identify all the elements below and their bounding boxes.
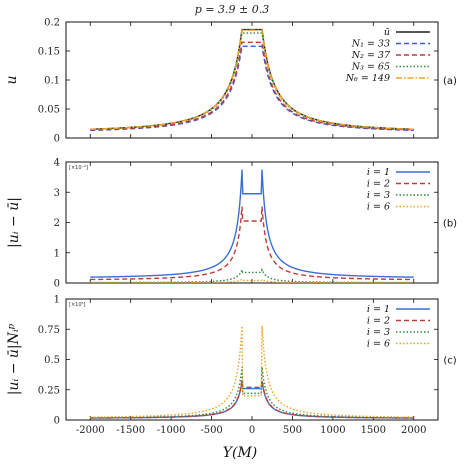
x-tick-label: -500 bbox=[200, 425, 222, 436]
legend-label: i = 2 bbox=[367, 316, 390, 327]
figure-title: p = 3.9 ± 0.3 bbox=[195, 3, 269, 16]
y-tick-label: 0.5 bbox=[44, 355, 60, 366]
series-line-4 bbox=[90, 32, 414, 131]
panel-tag: (a) bbox=[443, 76, 457, 87]
y-tick-label: 0.75 bbox=[38, 325, 60, 336]
y-tick-label: 0.1 bbox=[44, 76, 60, 87]
x-tick-label: -1500 bbox=[116, 425, 145, 436]
legend-label: N₆ = 149 bbox=[345, 73, 390, 84]
series-line-4 bbox=[90, 325, 414, 418]
legend-label: i = 6 bbox=[367, 202, 390, 213]
y-multiplier-label: [×10⁵] bbox=[69, 302, 86, 308]
legend-label: ū bbox=[384, 27, 390, 38]
y-tick-label: 1 bbox=[54, 248, 60, 259]
legend-label: N₃ = 65 bbox=[351, 62, 390, 73]
series-line-3 bbox=[90, 366, 414, 419]
legend-label: i = 6 bbox=[367, 339, 390, 350]
panel-tag: (c) bbox=[443, 356, 456, 367]
x-tick-label: -2000 bbox=[76, 425, 105, 436]
y-tick-label: 4 bbox=[54, 158, 60, 169]
y-tick-label: 0.15 bbox=[38, 47, 60, 58]
series-line-1 bbox=[90, 381, 414, 419]
y-multiplier-label: [×10⁻²] bbox=[69, 165, 88, 171]
legend-label: N₂ = 37 bbox=[351, 50, 391, 61]
legend-label: i = 1 bbox=[367, 167, 390, 178]
x-tick-label: 500 bbox=[283, 425, 302, 436]
panel-2: 0 1 2 3 4 |uᵢ − ū| [×10⁻²] (b) i = 1i = 2i = 3i … bbox=[6, 158, 457, 290]
x-tick-label: 0 bbox=[249, 425, 255, 436]
series-line-1 bbox=[90, 169, 414, 278]
panel-tag: (b) bbox=[443, 219, 457, 230]
series-line-5 bbox=[90, 29, 414, 130]
y-tick-label: 2 bbox=[54, 218, 60, 229]
panel-3: -2000 -1500 -1000 -500 0 500 1000 1500 2000 0 0.25… bbox=[6, 295, 457, 437]
y-tick-label: 0.2 bbox=[44, 18, 60, 29]
legend-label: i = 2 bbox=[367, 179, 390, 190]
y-axis-label: |uᵢ − ū|Nᵢᵖ bbox=[6, 323, 22, 395]
legend-label: N₁ = 33 bbox=[351, 39, 390, 50]
y-axis-label: u bbox=[4, 75, 20, 84]
y-tick-label: 0 bbox=[54, 134, 60, 145]
x-tick-label: -1000 bbox=[157, 425, 186, 436]
series-line-2 bbox=[90, 379, 414, 419]
x-axis-label: Y(M) bbox=[223, 445, 258, 461]
legend-label: i = 3 bbox=[367, 190, 390, 201]
y-tick-label: 1 bbox=[54, 295, 60, 306]
legend-label: i = 1 bbox=[367, 304, 390, 315]
x-tick-label: 1500 bbox=[361, 425, 386, 436]
series-line-4 bbox=[90, 278, 414, 283]
series-line-2 bbox=[90, 206, 414, 281]
y-tick-label: 3 bbox=[54, 188, 60, 199]
y-tick-label: 0 bbox=[54, 416, 60, 427]
y-tick-label: 0.25 bbox=[38, 385, 60, 396]
x-tick-label: 2000 bbox=[401, 425, 426, 436]
y-axis-label: |uᵢ − ū| bbox=[6, 197, 22, 248]
x-tick-label: 1000 bbox=[320, 425, 345, 436]
y-tick-label: 0.05 bbox=[38, 105, 60, 116]
y-tick-label: 0 bbox=[54, 279, 60, 290]
series-line-3 bbox=[90, 41, 414, 131]
legend-label: i = 3 bbox=[367, 327, 390, 338]
